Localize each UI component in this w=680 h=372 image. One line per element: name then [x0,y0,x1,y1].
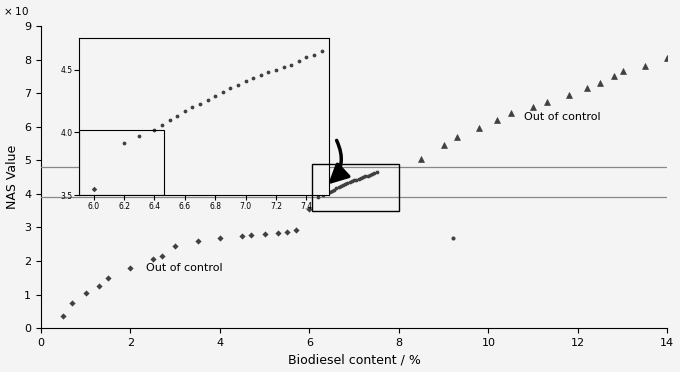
Point [369,170,379,176]
X-axis label: Biodiesel content / %: Biodiesel content / % [288,353,421,366]
Point [364,172,375,178]
Point [362,173,373,179]
Point [356,175,367,181]
Point [290,227,301,233]
Point [342,180,353,186]
Point [237,233,248,239]
Bar [311,164,399,211]
Point [474,125,485,131]
Point [156,253,167,259]
Point [324,189,335,195]
Text: Under control: Under control [137,177,214,187]
Point [125,265,136,271]
Point [335,183,346,189]
Text: Out of control: Out of control [146,263,222,273]
Point [94,283,105,289]
Point [245,232,256,238]
Point [259,231,270,237]
Point [337,182,348,188]
Point [564,92,575,98]
Point [322,190,333,196]
Point [148,256,158,262]
Point [331,185,342,191]
Point [344,179,355,185]
Point [371,169,382,175]
Point [67,300,78,306]
Point [416,156,427,162]
Text: Out of control: Out of control [524,112,601,122]
Point [318,192,328,198]
Point [505,110,516,116]
Point [58,314,69,320]
Point [347,178,358,184]
Point [170,243,181,249]
Point [608,74,619,80]
Point [80,290,91,296]
Point [360,173,371,179]
Point [528,104,539,110]
Point [438,142,449,148]
Point [192,238,203,244]
Point [447,235,458,241]
Point [349,177,360,183]
Point [541,99,552,105]
Point [304,206,315,212]
Y-axis label: NAS Value: NAS Value [5,145,18,209]
Point [662,55,673,61]
Point [328,187,339,193]
Point [273,230,284,235]
Point [595,80,606,86]
Point [340,181,351,187]
Text: $\times$ 10: $\times$ 10 [3,5,30,17]
Point [617,68,628,74]
Point [581,85,592,91]
Point [353,176,364,182]
Point [313,194,324,200]
Point [640,64,651,70]
Point [333,184,344,190]
Point [452,134,462,140]
Point [326,187,337,193]
Point [103,275,114,281]
Point [282,228,292,234]
Point [492,117,503,123]
Point [351,177,362,183]
Point [214,235,225,241]
Point [358,174,369,180]
Point [367,171,377,177]
